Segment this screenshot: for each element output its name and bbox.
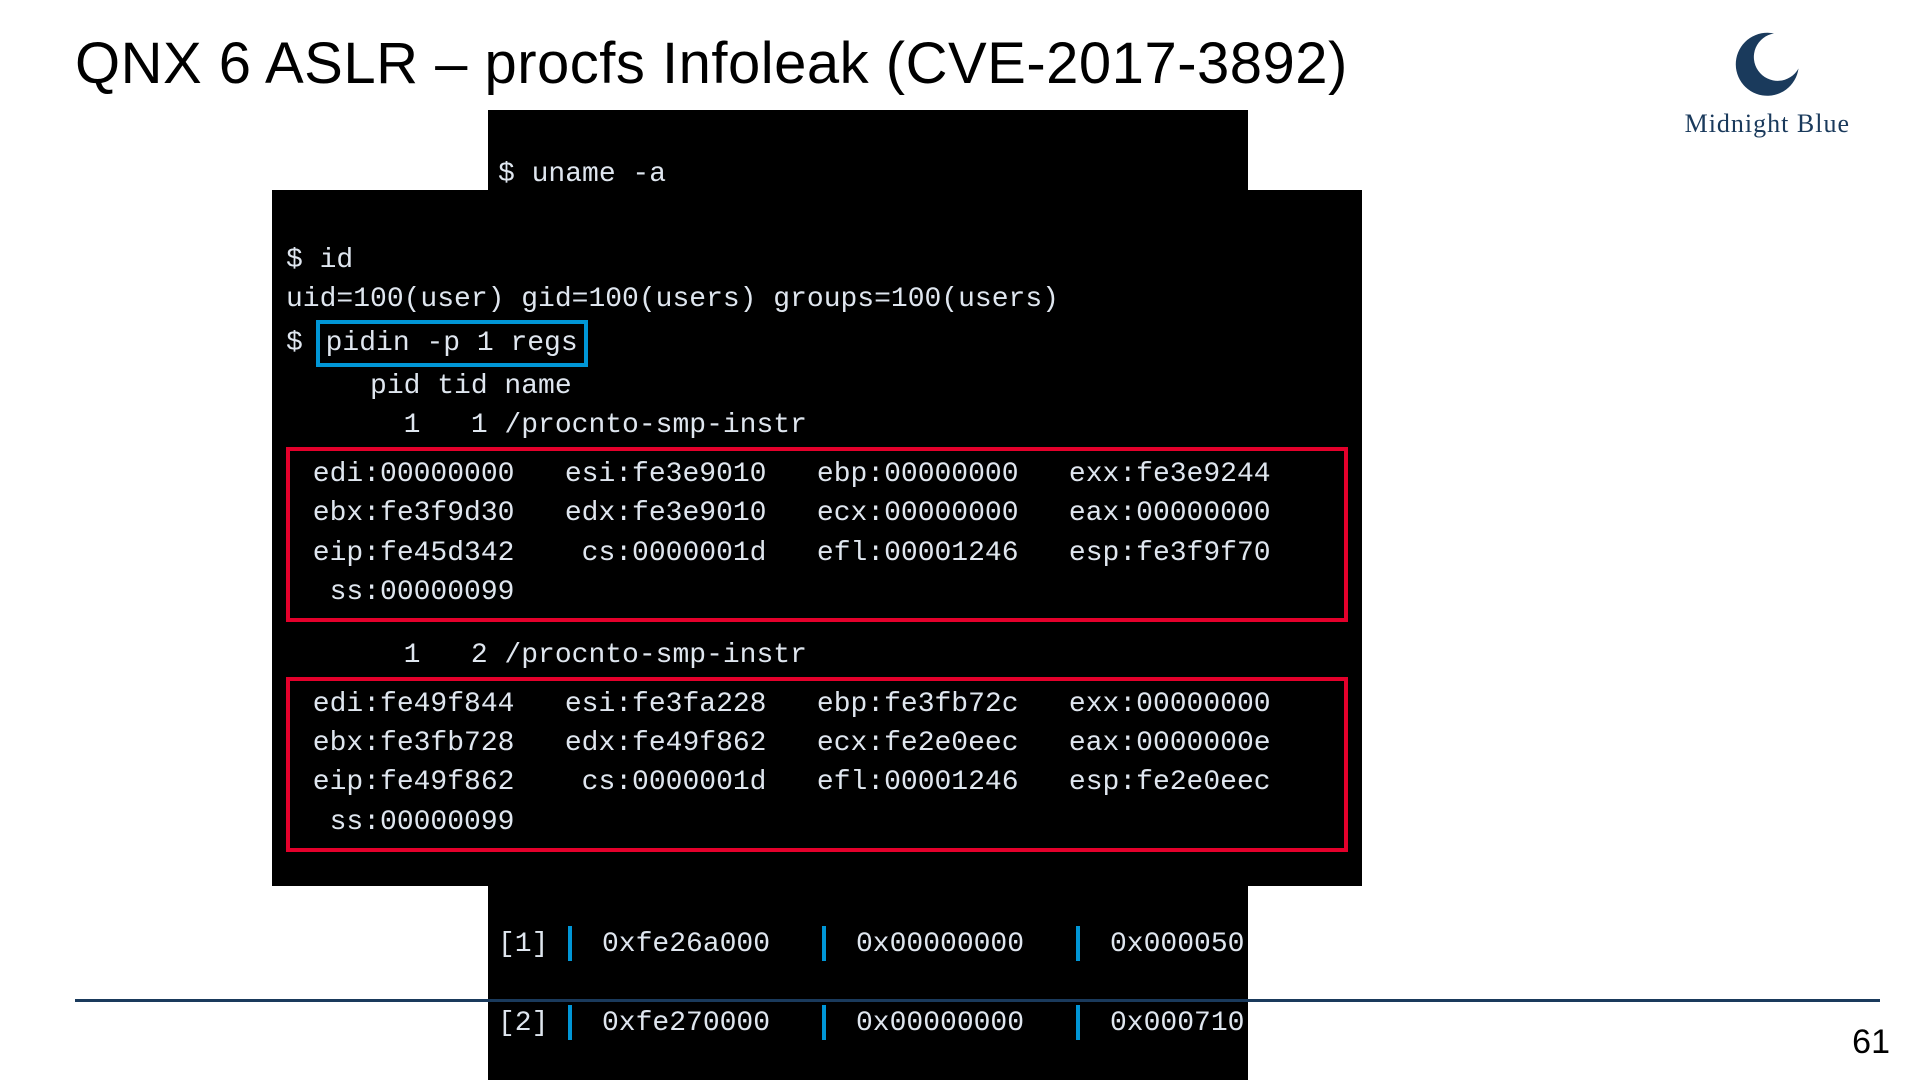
pidin-prompt: $ pidin -p 1 regs — [286, 328, 588, 359]
mem-row-2: [2]0xfe2700000x000000000x000710 — [498, 1004, 1238, 1043]
proc1-header: 1 1 /procnto-smp-instr — [286, 410, 807, 441]
proc2-header: 1 2 /procnto-smp-instr — [286, 640, 807, 671]
divider-bar-icon — [1076, 1005, 1080, 1040]
divider-bar-icon — [568, 926, 572, 961]
footer-divider — [75, 999, 1880, 1002]
regs-block-1: edi:00000000 esi:fe3e9010 ebp:00000000 e… — [286, 447, 1348, 622]
mem-row-1: [1]0xfe26a0000x000000000x000050 — [498, 925, 1238, 964]
slide: QNX 6 ASLR – procfs Infoleak (CVE-2017-3… — [0, 0, 1920, 1080]
brand-logo: Midnight Blue — [1685, 30, 1850, 139]
page-number: 61 — [1852, 1023, 1890, 1062]
id-cmd: $ id — [286, 245, 353, 276]
pidin-header: pid tid name — [286, 371, 572, 402]
moon-icon — [1732, 30, 1802, 100]
highlighted-command: pidin -p 1 regs — [316, 320, 588, 367]
divider-bar-icon — [822, 1005, 826, 1040]
regs-block-2: edi:fe49f844 esi:fe3fa228 ebp:fe3fb72c e… — [286, 677, 1348, 852]
divider-bar-icon — [1076, 926, 1080, 961]
divider-bar-icon — [568, 1005, 572, 1040]
slide-title: QNX 6 ASLR – procfs Infoleak (CVE-2017-3… — [75, 30, 1348, 97]
brand-name: Midnight Blue — [1685, 109, 1850, 139]
terminal-memmap: [1]0xfe26a0000x000000000x000050 [2]0xfe2… — [488, 886, 1248, 1080]
divider-bar-icon — [822, 926, 826, 961]
terminal-pidin: $ id uid=100(user) gid=100(users) groups… — [272, 190, 1362, 886]
uname-line-0: $ uname -a — [498, 159, 666, 190]
id-output: uid=100(user) gid=100(users) groups=100(… — [286, 284, 1059, 315]
